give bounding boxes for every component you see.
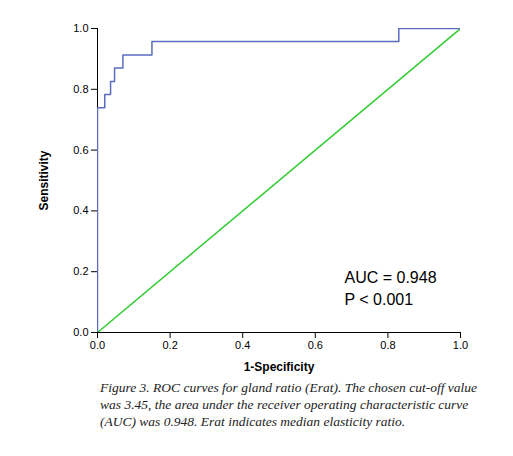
- svg-text:0.8: 0.8: [73, 83, 88, 95]
- svg-text:AUC = 0.948: AUC = 0.948: [345, 269, 437, 286]
- html-text:Figure 3. ROC curves for gland: Figure 3. ROC curves for gland ratio (Er…: [100, 380, 478, 429]
- svg-text:0.2: 0.2: [73, 265, 88, 277]
- svg-text:P < 0.001: P < 0.001: [345, 291, 414, 308]
- svg-text:1.0: 1.0: [453, 339, 468, 351]
- svg-text:0.6: 0.6: [308, 339, 323, 351]
- svg-text:0.6: 0.6: [73, 144, 88, 156]
- svg-text:0.0: 0.0: [90, 339, 105, 351]
- svg-text:0.0: 0.0: [73, 326, 88, 338]
- svg-text:0.4: 0.4: [73, 204, 88, 216]
- svg-text:1.0: 1.0: [73, 22, 88, 34]
- svg-text:0.8: 0.8: [380, 339, 395, 351]
- svg-text:0.2: 0.2: [162, 339, 177, 351]
- svg-text:1-Specificity: 1-Specificity: [244, 360, 315, 374]
- svg-text:0.4: 0.4: [235, 339, 250, 351]
- svg-text:Sensitivity: Sensitivity: [37, 150, 51, 210]
